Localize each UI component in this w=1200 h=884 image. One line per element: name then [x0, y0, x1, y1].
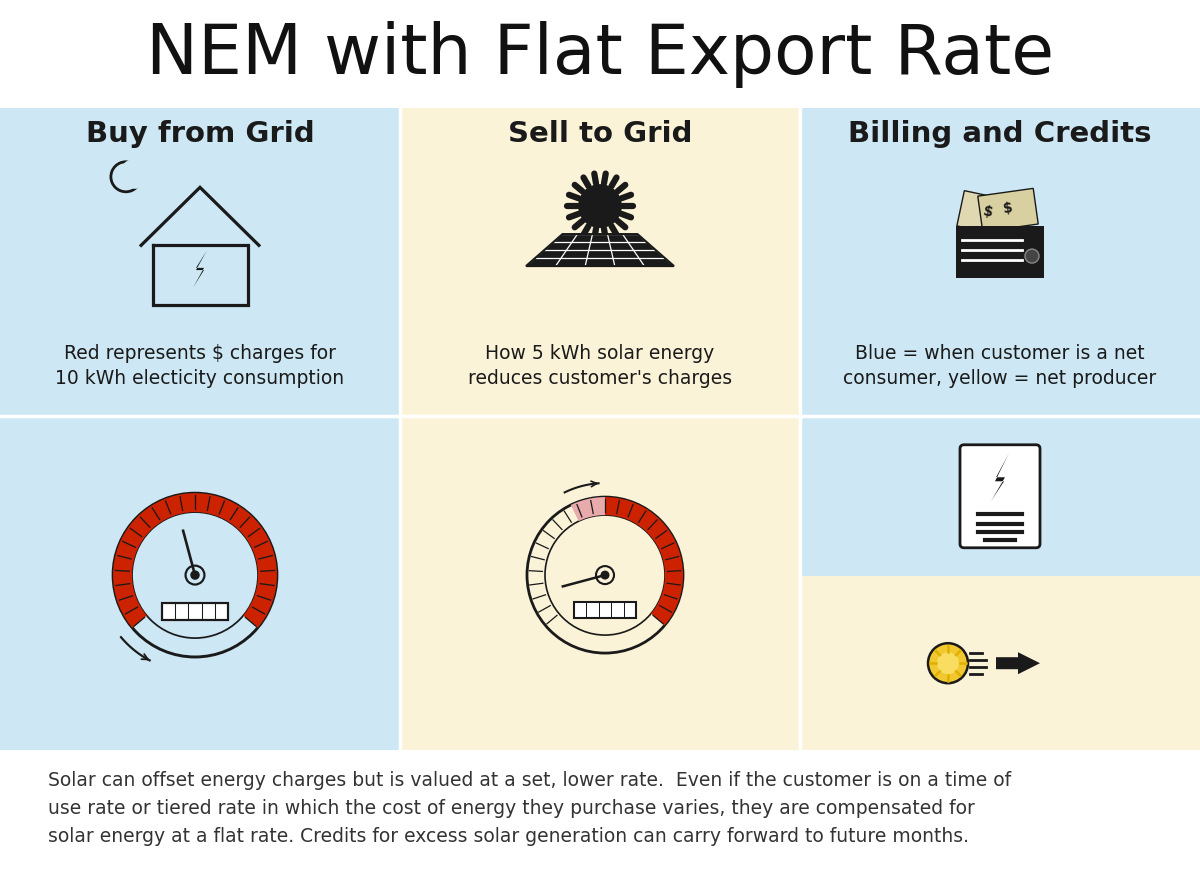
Bar	[587, 602, 599, 618]
Polygon shape	[526, 258, 674, 266]
Polygon shape	[996, 652, 1040, 674]
Text: How 5 kWh solar energy
reduces customer's charges: How 5 kWh solar energy reduces customer'…	[468, 344, 732, 388]
Bar	[0, 416, 400, 750]
Polygon shape	[535, 250, 665, 258]
Bar	[574, 602, 587, 618]
Circle shape	[550, 519, 661, 631]
Text: Solar can offset energy charges but is valued at a set, lower rate.  Even if the: Solar can offset energy charges but is v…	[48, 772, 1012, 847]
Bar	[800, 416, 1200, 576]
Circle shape	[937, 652, 959, 674]
Text: $: $	[982, 204, 995, 220]
Bar	[0, 108, 400, 416]
Bar	[400, 108, 800, 416]
Text: Blue = when customer is a net
consumer, yellow = net producer: Blue = when customer is a net consumer, …	[844, 344, 1157, 388]
Bar	[175, 603, 188, 620]
Bar	[599, 602, 611, 618]
Text: Buy from Grid: Buy from Grid	[85, 120, 314, 148]
Circle shape	[191, 570, 199, 580]
Circle shape	[600, 570, 610, 580]
FancyBboxPatch shape	[956, 226, 1044, 278]
Bar	[611, 602, 624, 618]
FancyBboxPatch shape	[574, 602, 636, 618]
Circle shape	[928, 644, 968, 683]
Text: Red represents $ charges for
10 kWh electicity consumption: Red represents $ charges for 10 kWh elec…	[55, 344, 344, 388]
Bar	[400, 416, 800, 750]
Polygon shape	[956, 191, 1019, 238]
Bar	[624, 602, 636, 618]
FancyBboxPatch shape	[960, 445, 1040, 548]
Bar	[800, 576, 1200, 750]
Circle shape	[120, 159, 150, 189]
Text: NEM with Flat Export Rate: NEM with Flat Export Rate	[146, 20, 1054, 88]
Circle shape	[1025, 249, 1039, 263]
Polygon shape	[553, 234, 647, 242]
Polygon shape	[545, 242, 655, 250]
Polygon shape	[991, 453, 1009, 501]
Polygon shape	[978, 188, 1038, 232]
Polygon shape	[571, 497, 605, 522]
FancyBboxPatch shape	[162, 603, 228, 620]
Text: $: $	[1002, 201, 1014, 216]
Text: Sell to Grid: Sell to Grid	[508, 120, 692, 148]
Bar	[215, 603, 228, 620]
Circle shape	[137, 516, 254, 634]
Polygon shape	[193, 250, 208, 287]
Polygon shape	[605, 497, 683, 625]
Text: Billing and Credits: Billing and Credits	[848, 120, 1152, 148]
Bar	[202, 603, 215, 620]
Bar	[162, 603, 175, 620]
Bar	[188, 603, 202, 620]
Bar	[800, 108, 1200, 416]
Circle shape	[578, 184, 622, 228]
Polygon shape	[113, 493, 277, 628]
